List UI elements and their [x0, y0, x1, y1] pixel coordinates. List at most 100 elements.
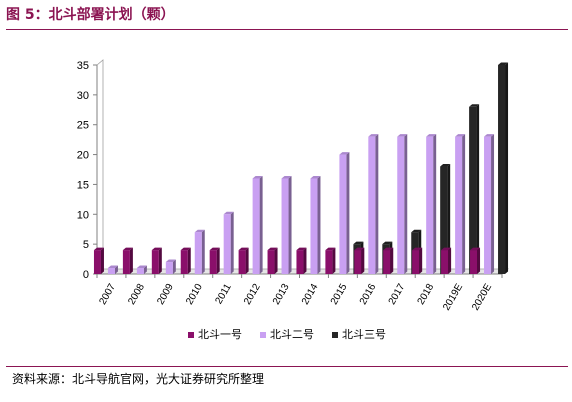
bar — [397, 134, 408, 274]
bar-front — [339, 154, 347, 274]
x-tick-label: 2010 — [184, 282, 205, 307]
bar-side — [346, 152, 350, 274]
bar-side — [245, 247, 249, 274]
chart-legend: 北斗一号 北斗二号 北斗三号 — [188, 328, 386, 341]
bar-series — [93, 62, 509, 274]
bar-side — [230, 211, 234, 274]
bar-side — [288, 175, 292, 274]
bar-top — [180, 247, 191, 251]
bar — [252, 175, 263, 274]
bar-top — [122, 247, 133, 251]
x-tick-label: 2008 — [126, 282, 147, 307]
bar-side — [332, 247, 336, 274]
bar-side — [505, 62, 509, 274]
bar-side — [477, 247, 481, 274]
legend-swatch — [260, 332, 266, 338]
y-tick-label: 15 — [77, 179, 89, 191]
bar-front — [354, 250, 362, 274]
bar — [107, 265, 118, 274]
bar — [267, 247, 278, 274]
bar-side — [216, 247, 220, 274]
x-tick-label: 2009 — [155, 282, 176, 307]
bar-front — [107, 268, 115, 274]
bar — [122, 247, 133, 274]
bar-top — [411, 229, 422, 233]
bar-front — [469, 106, 477, 274]
bar-front — [194, 232, 202, 274]
bar-front — [151, 250, 159, 274]
bar-side — [462, 134, 466, 274]
bar — [339, 152, 350, 274]
bar — [194, 229, 205, 274]
bar-front — [397, 136, 405, 274]
bar-side — [187, 247, 191, 274]
bar — [296, 247, 307, 274]
bar-front — [136, 268, 144, 274]
bar — [223, 211, 234, 274]
bar-side — [317, 175, 321, 274]
bar-top — [470, 247, 481, 251]
bar-front — [383, 250, 391, 274]
bar-top — [252, 175, 263, 179]
bar-side — [476, 104, 480, 274]
bar-side — [129, 247, 133, 274]
bar-top — [267, 247, 278, 251]
bar-front — [484, 136, 492, 274]
bar — [151, 247, 162, 274]
bar-front — [441, 250, 449, 274]
figure-title: 图 5：北斗部署计划（颗） — [6, 7, 175, 23]
bar-front — [238, 250, 246, 274]
bar-front — [426, 136, 434, 274]
bar-side — [447, 164, 451, 274]
bar-top — [354, 247, 365, 251]
bar-top — [397, 134, 408, 137]
x-tick-label: 2011 — [213, 282, 233, 307]
bar-top — [382, 241, 393, 245]
bar — [136, 265, 147, 274]
bar-top — [469, 104, 480, 107]
title-divider — [6, 29, 568, 30]
bar-front — [180, 250, 188, 274]
bar-top — [440, 164, 451, 167]
y-axis: 0 5 10 15 20 25 30 35 — [77, 60, 98, 281]
x-tick-label: 2013 — [271, 282, 292, 307]
x-tick-label: 2016 — [358, 282, 379, 307]
y-tick-label: 10 — [77, 209, 89, 221]
y-tick-label: 5 — [83, 239, 89, 251]
bar-front — [368, 136, 376, 274]
bar-front — [498, 65, 506, 274]
x-tick-label: 2012 — [242, 282, 263, 307]
bar — [310, 175, 321, 274]
x-axis: 2007 2008 2009 2010 2011 2012 2013 2014 2015 2016… — [96, 273, 503, 313]
bar-front — [440, 166, 448, 274]
bar-side — [419, 247, 423, 274]
bar-side — [303, 247, 307, 274]
bar — [368, 134, 379, 274]
legend-item: 北斗二号 — [260, 328, 314, 341]
bar-front — [252, 178, 260, 274]
bar-front — [93, 250, 101, 274]
bar-top — [353, 241, 364, 245]
side-wall — [96, 59, 104, 275]
bar — [455, 134, 466, 274]
x-tick-label: 2020E — [470, 282, 494, 313]
bar-top — [339, 152, 350, 155]
bar-side — [375, 134, 379, 274]
bar-front — [296, 250, 304, 274]
bar — [498, 62, 509, 274]
legend-item: 北斗一号 — [188, 328, 242, 341]
bar-front — [412, 250, 420, 274]
bar-top — [484, 134, 495, 137]
bar-top — [455, 134, 466, 137]
bar-top — [426, 134, 437, 137]
legend-label: 北斗二号 — [270, 328, 314, 341]
bar-front — [223, 214, 231, 274]
bar-top — [238, 247, 249, 251]
bar-side — [158, 247, 162, 274]
bar — [165, 259, 176, 274]
bar-top — [194, 229, 205, 233]
bar — [93, 247, 104, 274]
y-tick-label: 30 — [77, 90, 89, 102]
bar-side — [172, 259, 176, 274]
